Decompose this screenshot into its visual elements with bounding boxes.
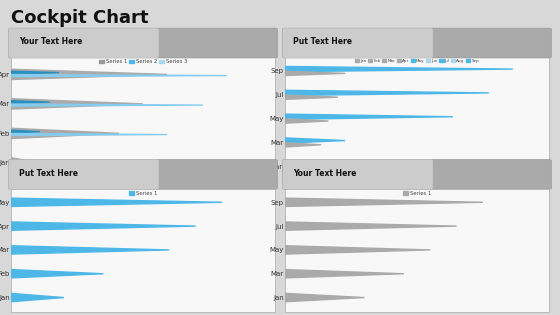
Polygon shape bbox=[11, 128, 119, 139]
Polygon shape bbox=[11, 158, 40, 168]
FancyBboxPatch shape bbox=[283, 159, 433, 189]
Polygon shape bbox=[11, 293, 64, 302]
Polygon shape bbox=[11, 160, 23, 163]
FancyBboxPatch shape bbox=[283, 28, 433, 58]
Polygon shape bbox=[285, 71, 345, 76]
Polygon shape bbox=[285, 167, 309, 171]
Polygon shape bbox=[11, 99, 143, 109]
Polygon shape bbox=[285, 222, 456, 230]
Legend: Series 1, Series 2, Series 3: Series 1, Series 2, Series 3 bbox=[99, 59, 187, 64]
Polygon shape bbox=[285, 95, 338, 99]
Polygon shape bbox=[11, 246, 169, 254]
Text: Put Text Here: Put Text Here bbox=[293, 37, 352, 46]
Polygon shape bbox=[285, 162, 314, 167]
Polygon shape bbox=[285, 293, 365, 302]
Polygon shape bbox=[285, 270, 404, 278]
FancyBboxPatch shape bbox=[8, 159, 277, 189]
Legend: Jan, Feb, Mar, Apr, May, Jun, Jul, Aug, Sep: Jan, Feb, Mar, Apr, May, Jun, Jul, Aug, … bbox=[355, 59, 479, 63]
Polygon shape bbox=[11, 198, 222, 206]
Polygon shape bbox=[11, 104, 203, 106]
Polygon shape bbox=[285, 138, 345, 143]
Polygon shape bbox=[11, 75, 227, 77]
Polygon shape bbox=[285, 143, 321, 147]
Polygon shape bbox=[285, 90, 489, 95]
Text: Cockpit Chart: Cockpit Chart bbox=[11, 9, 149, 27]
Text: Your Text Here: Your Text Here bbox=[19, 37, 82, 46]
Polygon shape bbox=[285, 246, 430, 254]
Polygon shape bbox=[11, 69, 167, 80]
Text: Your Text Here: Your Text Here bbox=[293, 169, 357, 178]
Polygon shape bbox=[11, 222, 195, 230]
FancyBboxPatch shape bbox=[8, 159, 159, 189]
Polygon shape bbox=[11, 100, 49, 104]
FancyBboxPatch shape bbox=[8, 28, 277, 58]
Legend: Series 1: Series 1 bbox=[403, 191, 431, 196]
Polygon shape bbox=[285, 66, 513, 72]
Text: Put Text Here: Put Text Here bbox=[19, 169, 78, 178]
Polygon shape bbox=[11, 71, 59, 74]
Polygon shape bbox=[11, 134, 167, 135]
FancyBboxPatch shape bbox=[8, 28, 159, 58]
Polygon shape bbox=[11, 130, 40, 133]
FancyBboxPatch shape bbox=[283, 28, 552, 58]
FancyBboxPatch shape bbox=[283, 159, 552, 189]
Polygon shape bbox=[285, 119, 328, 123]
Legend: Series 1: Series 1 bbox=[129, 191, 157, 196]
Polygon shape bbox=[285, 198, 483, 206]
Polygon shape bbox=[11, 270, 104, 278]
Polygon shape bbox=[11, 163, 83, 165]
Polygon shape bbox=[285, 114, 453, 119]
